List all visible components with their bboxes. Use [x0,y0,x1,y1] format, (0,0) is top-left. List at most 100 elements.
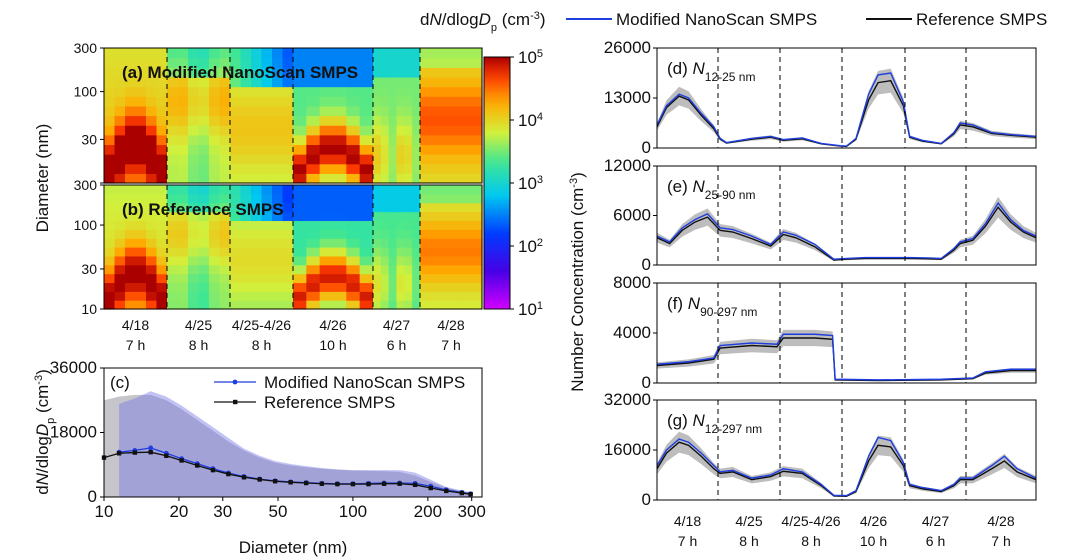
heatmap-cell [251,300,263,310]
heatmap-cell [209,238,221,248]
heatmap-cell [125,264,137,275]
timeseries-ytick-label: 6000 [613,206,651,225]
label-part: -3 [568,178,580,188]
heatmap-cell [359,273,374,284]
heatmap-cell [440,238,452,248]
heatmap-cell [412,300,421,310]
heatmap-cell [177,202,189,213]
heatmap-cell [461,173,473,184]
label-subscript: 90-297 nm [700,305,757,319]
heatmap-cell [471,282,483,292]
heatmap-cell [188,202,200,213]
heatmap-cell [420,163,431,174]
heatmap-cell [359,193,374,204]
heatmap-cell [125,144,137,155]
heatmap-cell [146,291,158,301]
heatmap-cell [404,144,413,155]
heatmap-cell [230,282,242,292]
label-subscript: 12-25 nm [705,70,756,84]
heatmap-cell [430,57,442,68]
heatmap-cell [272,96,284,107]
heatmap-cell [240,247,252,257]
label-subscript: 25-90 nm [705,188,756,202]
heatmap-cell [135,163,147,174]
heatmap-cell [471,173,483,184]
heatmap-cell [333,48,347,59]
panel-c-legend-modified-label: Modified NanoScan SMPS [264,373,465,392]
heatmap-cell [461,76,473,88]
heatmap-cell [198,300,210,310]
heatmap-cell [188,76,200,88]
heatmap-cell [240,48,252,59]
heatmap-cell [346,229,361,239]
heatmap-cell [373,125,382,136]
heatmap-cell [282,247,294,257]
heatmap-cell [440,229,452,239]
heatmap-cell [219,202,231,213]
heatmap-cell [404,105,413,117]
tick-exponent: 3 [537,174,543,186]
heatmap-cell [359,163,374,174]
heatmap-cell [261,163,273,174]
heatmap-cell [388,76,398,88]
label-part: d [420,10,429,29]
heatmap-cell [373,67,382,78]
heatmap-cell [461,282,473,292]
heatmap-cell [430,211,442,222]
heatmap-cell [188,48,200,59]
heatmap-cell [430,300,442,310]
heatmap-cell [333,211,347,222]
heatmap-cell [359,86,374,97]
heatmap-cell [388,229,398,239]
heatmap-cell [380,67,390,78]
heatmap-cell [461,220,473,230]
heatmap-cell [396,57,405,68]
heatmap-cell [104,86,116,97]
heatmap-panel-a [104,48,483,184]
heatmap-cell [219,273,231,284]
label-part: /dlog [442,10,479,29]
heatmap-cell [451,144,462,155]
heatmap-cell [396,202,405,213]
heatmap-cell [135,76,147,88]
heatmap-cell [359,125,374,136]
heatmap-cell [333,193,347,204]
heatmap-cell [388,125,398,136]
heatmap-cell [125,185,137,195]
heatmap-cell [420,291,431,301]
heatmap-cell [125,115,137,126]
heatmap-cell [412,96,421,107]
heatmap-cell [440,86,452,97]
heatmap-cell [359,211,374,222]
heatmap-cell [420,173,431,184]
heatmap-cell [451,125,462,136]
heatmap-cell [146,193,158,204]
heatmap-cell [396,173,405,184]
heatmap-cell [177,264,189,275]
heatmap-cell [146,76,158,88]
panel-c-xtick-label: 20 [169,502,188,521]
heatmap-cell [461,238,473,248]
heatmap-cell [125,173,137,184]
heatmap-cell [261,125,273,136]
heatmap-cell [261,211,273,222]
heatmap-cell [420,273,431,284]
heatmap-cell [293,300,307,310]
heatmap-cell [104,264,116,275]
heatmap-cell [396,273,405,284]
heatmap-cell [240,57,252,68]
heatmap-cell [146,48,158,59]
heatmap-cell [282,76,294,88]
heatmap-cell [135,238,147,248]
heatmap-cell [412,193,421,204]
heatmap-cell [346,291,361,301]
heatmap-cell [319,211,334,222]
heatmap-cell [135,300,147,310]
panel-c-point [319,481,325,486]
panel-c-point [468,491,473,497]
heatmap-cell [261,255,273,266]
panel-c-xtick-label: 30 [213,502,232,521]
heatmap-cell [359,76,374,88]
heatmap-cell [440,185,452,195]
heatmap-cell [177,115,189,126]
